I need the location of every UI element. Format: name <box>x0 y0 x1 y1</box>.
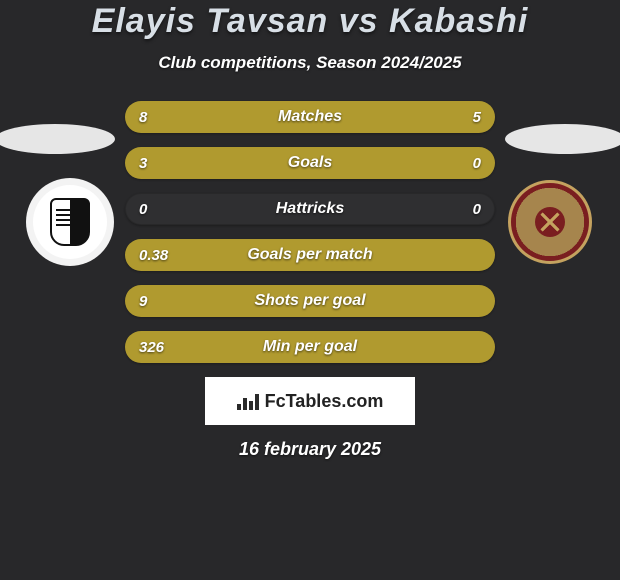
player-right-oval <box>505 124 620 154</box>
comparison-card: Elayis Tavsan vs Kabashi Club competitio… <box>0 0 620 580</box>
stat-row: 8Matches5 <box>125 101 495 133</box>
stat-row: 0Hattricks0 <box>125 193 495 225</box>
stat-row: 3Goals0 <box>125 147 495 179</box>
player-left-oval <box>0 124 115 154</box>
subtitle: Club competitions, Season 2024/2025 <box>0 53 620 73</box>
stat-label: Goals <box>125 147 495 179</box>
stat-label: Shots per goal <box>125 285 495 317</box>
stat-label: Matches <box>125 101 495 133</box>
branding-text: FcTables.com <box>265 391 384 412</box>
stat-label: Hattricks <box>125 193 495 225</box>
stat-row: 326Min per goal <box>125 331 495 363</box>
stat-value-right: 0 <box>473 147 481 179</box>
club-badge-left <box>26 178 114 266</box>
club-badge-right <box>506 178 594 266</box>
chart-icon <box>237 392 259 410</box>
ball-icon <box>535 207 565 237</box>
stat-value-right: 0 <box>473 193 481 225</box>
date-text: 16 february 2025 <box>0 439 620 460</box>
club-logo-reggiana <box>508 180 592 264</box>
shield-icon <box>50 198 90 246</box>
stats-bars: 8Matches53Goals00Hattricks00.38Goals per… <box>125 101 495 363</box>
stat-row: 0.38Goals per match <box>125 239 495 271</box>
stat-value-right: 5 <box>473 101 481 133</box>
branding-box[interactable]: FcTables.com <box>205 377 415 425</box>
stat-label: Min per goal <box>125 331 495 363</box>
page-title: Elayis Tavsan vs Kabashi <box>0 2 620 41</box>
stat-label: Goals per match <box>125 239 495 271</box>
stat-row: 9Shots per goal <box>125 285 495 317</box>
club-logo-cesena <box>33 185 107 259</box>
